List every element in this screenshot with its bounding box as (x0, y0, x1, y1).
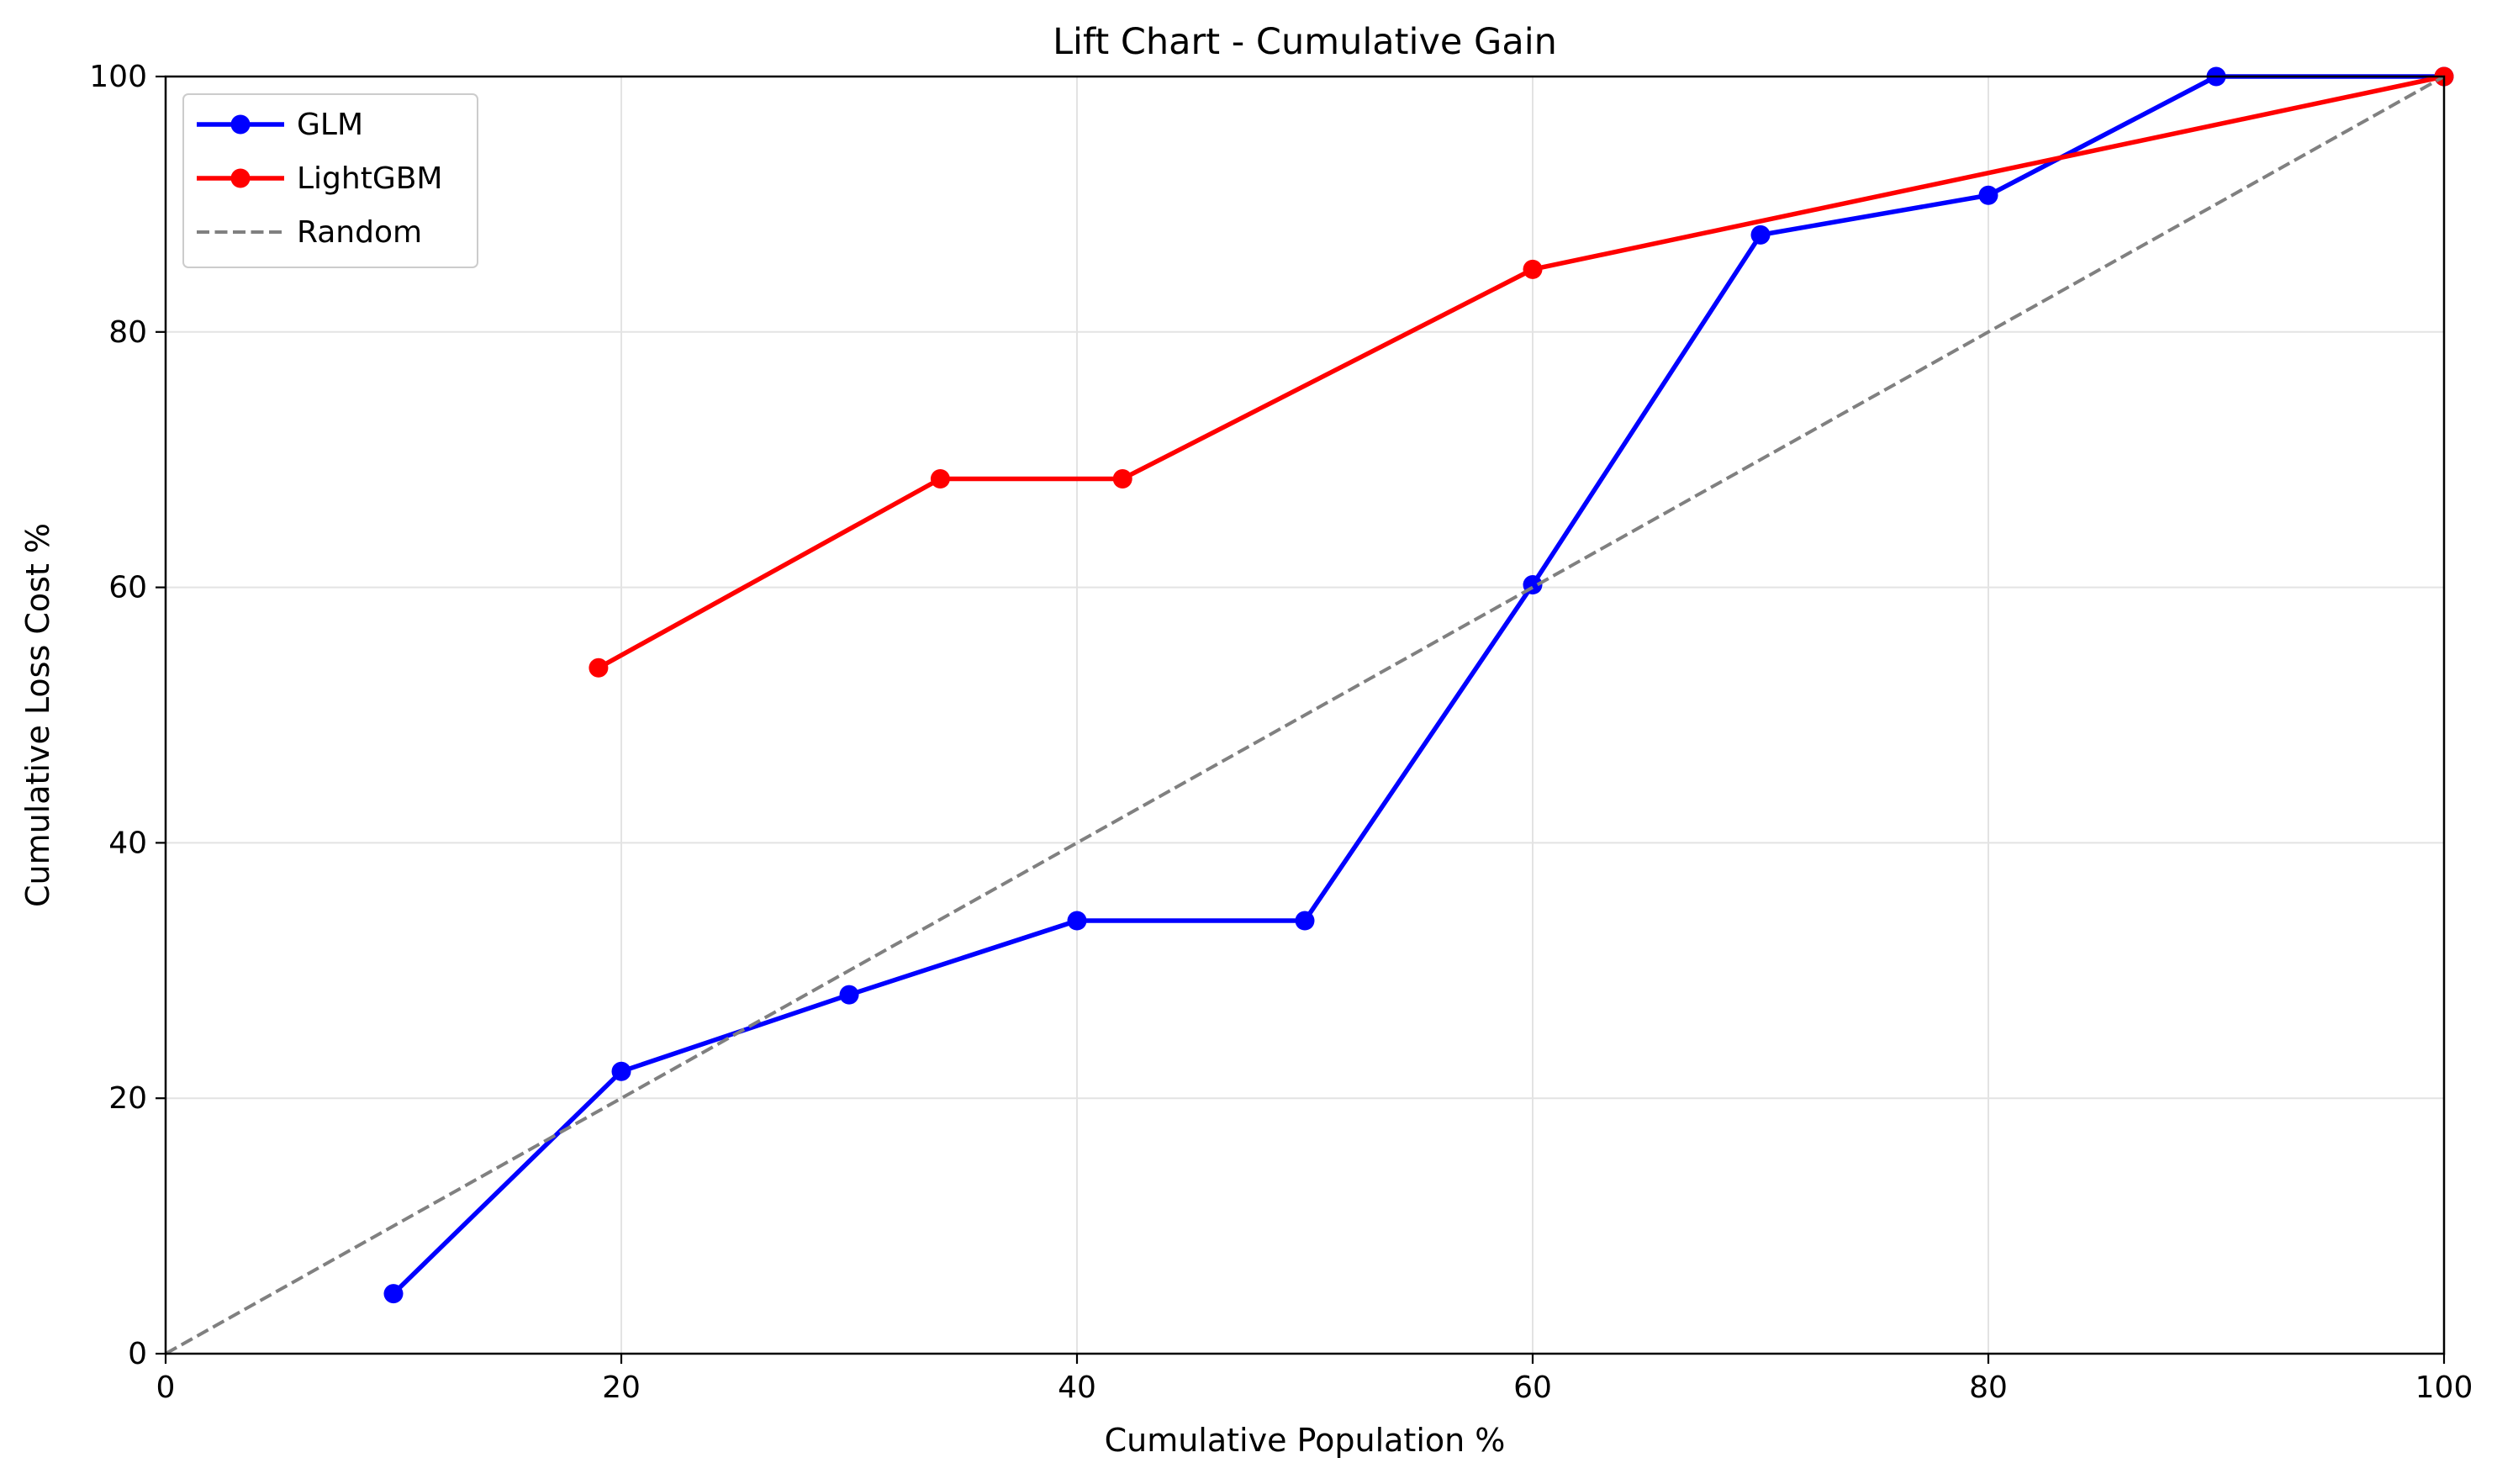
legend-box (182, 93, 478, 268)
x-tick-label-0: 0 (156, 1370, 176, 1405)
lightgbm-point-0 (589, 658, 609, 678)
x-tick-label-40: 40 (1058, 1370, 1096, 1405)
y-tick-label-20: 20 (108, 1081, 147, 1116)
y-axis-label: Cumulative Loss Cost % (19, 523, 56, 907)
x-tick-label-80: 80 (1969, 1370, 2008, 1405)
y-tick-label-100: 100 (89, 60, 147, 94)
lightgbm-point-1 (930, 468, 950, 489)
x-tick-label-20: 20 (602, 1370, 641, 1405)
chart-title: Lift Chart - Cumulative Gain (1053, 21, 1557, 63)
series-lightgbm (589, 66, 2454, 678)
lightgbm-point-3 (1523, 259, 1543, 279)
plot-series (165, 66, 2454, 1355)
y-tick-label-0: 0 (128, 1337, 147, 1371)
y-tick-label-60: 60 (108, 571, 147, 605)
y-tick-label-80: 80 (108, 315, 147, 350)
glm-point-1 (611, 1061, 631, 1081)
plot-frame (164, 75, 2446, 1355)
lightgbm-point-2 (1112, 468, 1132, 489)
glm-point-4 (1295, 911, 1315, 931)
x-tick-label-100: 100 (2415, 1370, 2473, 1405)
legend-marker-lightgbm (230, 168, 251, 188)
y-tick-label-40: 40 (108, 826, 147, 860)
legend: GLM LightGBM Random (182, 93, 478, 268)
random-line (165, 75, 2445, 1355)
glm-point-6 (1750, 224, 1771, 245)
glm-point-2 (839, 985, 859, 1005)
series-random (165, 75, 2445, 1355)
x-tick-label-60: 60 (1513, 1370, 1552, 1405)
glm-point-0 (383, 1284, 404, 1304)
x-axis-label: Cumulative Population % (1105, 1422, 1506, 1459)
axis-ticks: 0 20 40 60 80 100 0 20 40 60 80 100 (89, 60, 2473, 1405)
legend-label-glm: GLM (297, 108, 363, 142)
legend-label-lightgbm: LightGBM (297, 161, 443, 196)
legend-label-random: Random (297, 215, 422, 250)
legend-marker-glm (230, 114, 251, 135)
glm-point-7 (1978, 185, 1998, 205)
glm-point-3 (1067, 911, 1087, 931)
